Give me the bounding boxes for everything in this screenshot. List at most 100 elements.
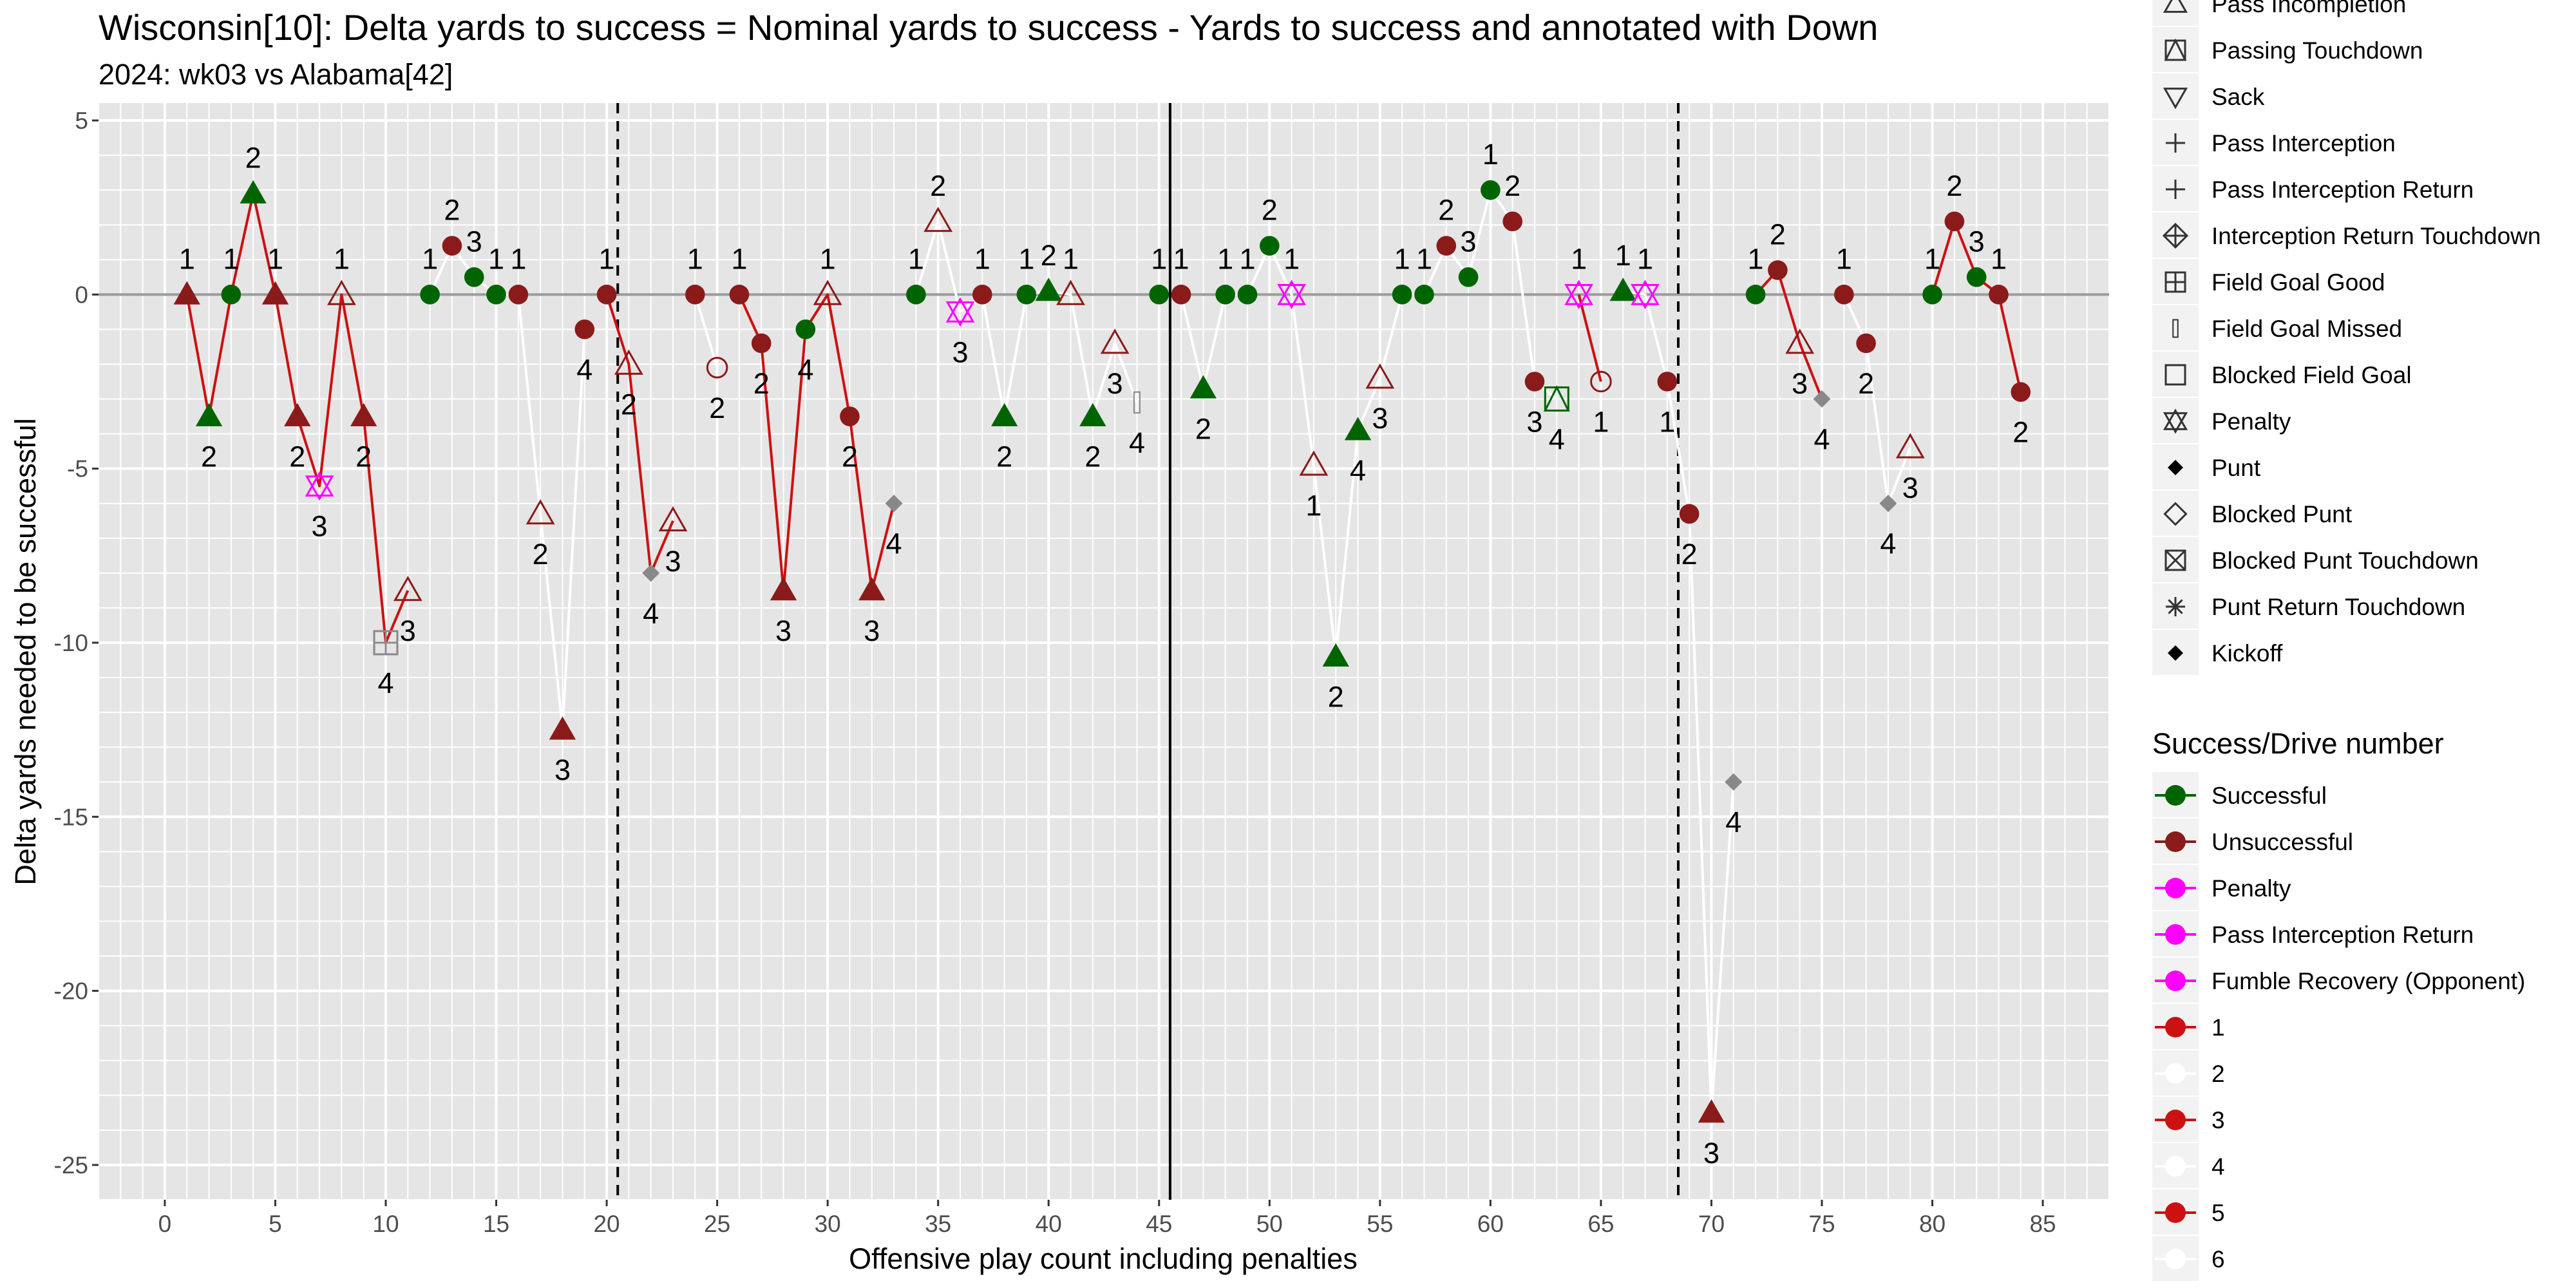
- down-label: 3: [554, 753, 571, 786]
- point-7: [305, 471, 334, 501]
- legend-symbol: [2166, 180, 2185, 199]
- y-tick-label: -20: [54, 978, 88, 1005]
- point-48: [1215, 285, 1235, 305]
- drive-line-4: [694, 294, 719, 368]
- down-label: 3: [775, 614, 791, 647]
- x-tick-label: 65: [1587, 1211, 1614, 1237]
- legend-symbol: [2163, 408, 2188, 434]
- down-label: 3: [1792, 367, 1808, 400]
- down-label: 1: [1305, 489, 1321, 522]
- point-9: [350, 402, 377, 426]
- legend-symbol: [2164, 549, 2186, 571]
- point-12: [420, 285, 440, 305]
- down-label: 1: [510, 242, 526, 275]
- legend-key: [2152, 491, 2199, 536]
- legend-label: Blocked Punt: [2211, 501, 2353, 527]
- point-59: [1458, 267, 1479, 287]
- point-22: [642, 564, 660, 582]
- point-44: [1133, 391, 1141, 414]
- legend-dot: [2165, 878, 2186, 898]
- legend-symbol: [2166, 133, 2185, 153]
- legend-label: Unsuccessful: [2211, 829, 2353, 855]
- point-30: [813, 279, 842, 305]
- down-label: 1: [687, 242, 703, 275]
- point-1: [173, 281, 200, 305]
- point-65: [1590, 370, 1612, 393]
- down-label: 2: [1681, 538, 1698, 571]
- down-label: 1: [1836, 242, 1852, 275]
- point-34: [906, 285, 926, 305]
- point-27: [751, 333, 772, 354]
- legend-symbol: [2162, 222, 2189, 249]
- legend-dot: [2165, 1156, 2186, 1177]
- point-37: [972, 285, 992, 305]
- legend-key: [2152, 305, 2199, 350]
- point-49: [1237, 285, 1258, 305]
- point-35: [923, 206, 953, 232]
- point-43: [1100, 328, 1130, 354]
- plot-panel: [99, 103, 2109, 1200]
- grid-lines: [98, 103, 2110, 1200]
- point-38: [990, 402, 1018, 426]
- point-17: [526, 499, 555, 525]
- legend-symbol: [2163, 0, 2188, 13]
- point-32: [858, 577, 886, 601]
- point-50: [1260, 236, 1280, 256]
- down-label: 2: [289, 440, 305, 473]
- legend-dot: [2165, 1249, 2186, 1269]
- y-tick-label: 5: [75, 108, 88, 134]
- point-80: [1922, 285, 1942, 305]
- x-tick-label: 15: [483, 1211, 509, 1237]
- y-tick-label: -10: [54, 630, 88, 656]
- down-label: 1: [179, 242, 195, 275]
- drive-line-9: [1577, 294, 1602, 382]
- down-label: 1: [1217, 242, 1233, 275]
- legend-key: [2152, 73, 2199, 118]
- down-label: 1: [1394, 242, 1410, 275]
- legend-symbol: [2164, 38, 2187, 61]
- point-28: [770, 577, 797, 601]
- point-68: [1657, 372, 1678, 392]
- legend-dot: [2165, 785, 2186, 806]
- point-42: [1079, 402, 1106, 426]
- drive-line-5: [738, 293, 896, 592]
- down-label: 3: [1372, 402, 1388, 435]
- point-23: [658, 506, 688, 532]
- down-label: 2: [245, 142, 261, 175]
- legend-key: [2152, 27, 2199, 72]
- down-label: 3: [665, 545, 681, 578]
- legend-label: Interception Return Touchdown: [2211, 223, 2541, 249]
- down-label: 4: [1549, 423, 1565, 456]
- point-47: [1189, 375, 1217, 399]
- legend-dot: [2165, 1110, 2186, 1130]
- legend-label: Pass Interception: [2211, 130, 2396, 156]
- chart-subtitle: 2024: wk03 vs Alabama[42]: [99, 58, 453, 91]
- point-45: [1149, 285, 1170, 305]
- point-14: [464, 267, 484, 287]
- point-53: [1322, 643, 1349, 667]
- down-label: 1: [1593, 406, 1609, 439]
- point-74: [1785, 328, 1815, 354]
- x-tick-label: 30: [815, 1211, 841, 1237]
- chart-title: Wisconsin[10]: Delta yards to success = …: [99, 7, 1878, 48]
- point-33: [885, 495, 903, 513]
- legend-color: Successful Unsuccessful Penalty Pass Interc…: [2152, 772, 2525, 1281]
- down-label: 1: [1571, 242, 1587, 275]
- y-tick-label: -15: [54, 804, 88, 830]
- down-label: 3: [466, 225, 482, 258]
- point-51: [1277, 279, 1307, 310]
- down-label: 1: [1416, 242, 1432, 275]
- down-label: 2: [996, 440, 1012, 473]
- down-label: 4: [1880, 527, 1896, 560]
- point-67: [1631, 279, 1660, 310]
- legend-symbol: [2168, 460, 2183, 475]
- point-56: [1392, 285, 1412, 305]
- down-label: 2: [930, 169, 946, 202]
- point-24: [685, 285, 705, 305]
- x-axis-ticks: 0 5 10 15 20 25 30 35 40 45 50 55 60 65 70 75 80 85: [158, 1200, 2056, 1237]
- down-label: 1: [223, 242, 239, 275]
- point-4: [240, 180, 267, 204]
- point-63: [1543, 385, 1570, 412]
- point-78: [1879, 495, 1897, 513]
